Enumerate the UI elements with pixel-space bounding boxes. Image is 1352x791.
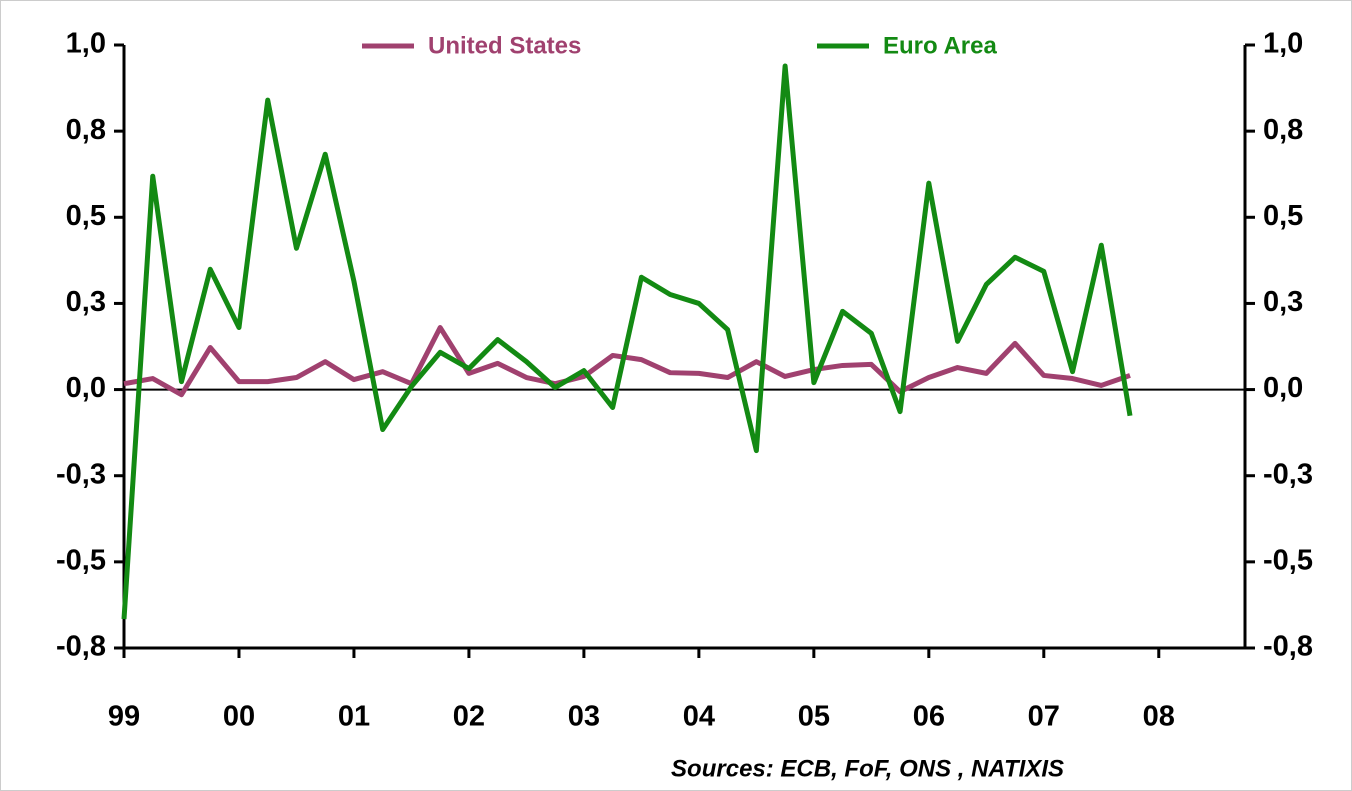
y-tick-label: 0,0 bbox=[66, 372, 106, 404]
x-tick-label: 01 bbox=[338, 701, 370, 733]
x-tick-label: 07 bbox=[1028, 701, 1060, 733]
y2-tick-label: 0,5 bbox=[1263, 200, 1303, 232]
x-tick-label: 03 bbox=[568, 701, 600, 733]
y-tick-label: 0,8 bbox=[66, 114, 106, 146]
legend-label: Euro Area bbox=[883, 32, 997, 59]
x-tick-label: 02 bbox=[453, 701, 485, 733]
x-tick-label: 06 bbox=[913, 701, 945, 733]
y2-tick-label: 1,0 bbox=[1263, 28, 1303, 60]
y2-tick-label: -0,8 bbox=[1263, 631, 1313, 663]
x-tick-label: 04 bbox=[683, 701, 715, 733]
y-tick-label: 0,3 bbox=[66, 286, 106, 318]
x-tick-label: 00 bbox=[223, 701, 255, 733]
series-line bbox=[123, 325, 1131, 398]
series-line bbox=[121, 63, 1133, 620]
x-tick-label: 05 bbox=[798, 701, 830, 733]
y2-tick-label: 0,3 bbox=[1263, 286, 1303, 318]
y2-tick-label: -0,3 bbox=[1263, 458, 1313, 490]
x-tick-label: 99 bbox=[108, 701, 140, 733]
y2-tick-label: 0,0 bbox=[1263, 372, 1303, 404]
x-tick-label: 08 bbox=[1143, 701, 1175, 733]
y-tick-label: -0,5 bbox=[56, 545, 106, 577]
y-tick-label: -0,8 bbox=[56, 631, 106, 663]
y-tick-label: 1,0 bbox=[66, 28, 106, 60]
y-tick-label: 0,5 bbox=[66, 200, 106, 232]
y2-tick-label: 0,8 bbox=[1263, 114, 1303, 146]
y2-tick-label: -0,5 bbox=[1263, 545, 1313, 577]
y-tick-label: -0,3 bbox=[56, 458, 106, 490]
source-note: Sources: ECB, FoF, ONS , NATIXIS bbox=[671, 755, 1064, 782]
legend-label: United States bbox=[428, 32, 581, 59]
